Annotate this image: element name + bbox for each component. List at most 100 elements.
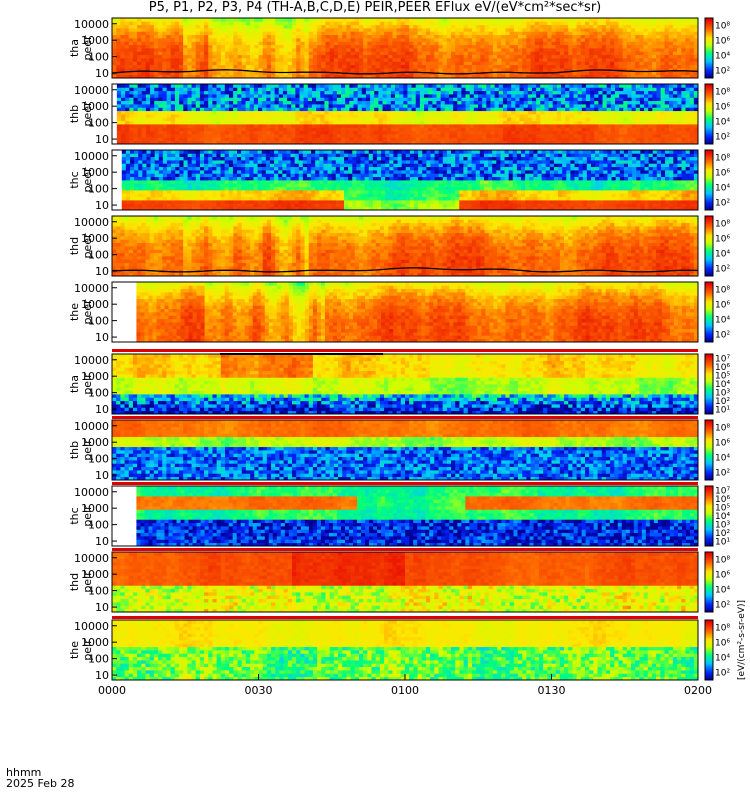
heatmap-cell xyxy=(576,68,582,72)
heatmap-cell xyxy=(497,64,502,69)
heatmap-cell xyxy=(400,51,406,56)
heatmap-cell xyxy=(166,64,171,69)
heatmap-cell xyxy=(390,97,396,102)
heatmap-cell xyxy=(660,34,665,39)
heatmap-cell xyxy=(187,110,192,115)
heatmap-cell xyxy=(505,48,511,52)
heatmap-cell xyxy=(651,44,657,49)
heatmap-cell xyxy=(461,84,466,88)
heatmap-cell xyxy=(551,51,557,56)
heatmap-cell xyxy=(320,110,325,115)
heatmap-cell xyxy=(295,124,300,128)
heatmap-cell xyxy=(145,34,151,39)
heatmap-cell xyxy=(133,120,139,125)
heatmap-cell xyxy=(432,124,437,128)
heatmap-cell xyxy=(522,31,527,36)
heatmap-cell xyxy=(434,54,439,59)
heatmap-cell xyxy=(361,127,367,132)
heatmap-cell xyxy=(279,34,285,39)
heatmap-cell xyxy=(183,48,188,52)
heatmap-cell xyxy=(576,61,582,66)
heatmap-cell xyxy=(461,124,466,128)
heatmap-cell xyxy=(354,44,360,49)
heatmap-cell xyxy=(128,44,134,49)
heatmap-cell xyxy=(672,74,678,79)
heatmap-cell xyxy=(283,28,289,32)
heatmap-cell xyxy=(593,74,598,79)
heatmap-cell xyxy=(390,120,396,125)
heatmap-cell xyxy=(307,120,313,125)
heatmap-cell xyxy=(639,90,645,95)
heatmap-cell xyxy=(448,134,454,138)
heatmap-cell xyxy=(552,140,558,145)
heatmap-cell xyxy=(349,104,354,108)
heatmap-cell xyxy=(440,124,446,128)
heatmap-cell xyxy=(216,38,222,42)
heatmap-cell xyxy=(656,74,661,79)
heatmap-cell xyxy=(551,44,557,49)
heatmap-cell xyxy=(312,41,318,46)
heatmap-cell xyxy=(336,100,342,105)
heatmap-cell xyxy=(317,44,322,49)
heatmap-cell xyxy=(476,61,481,66)
heatmap-cell xyxy=(158,130,163,135)
heatmap-cell xyxy=(511,137,516,142)
heatmap-cell xyxy=(507,140,512,145)
heatmap-cell xyxy=(137,117,143,122)
heatmap-cell xyxy=(590,107,595,112)
heatmap-cell xyxy=(116,31,121,36)
heatmap-cell xyxy=(116,38,121,42)
heatmap-cell xyxy=(149,41,155,46)
heatmap-cell xyxy=(413,58,418,62)
heatmap-cell xyxy=(220,137,226,142)
heatmap-cell xyxy=(304,61,310,66)
heatmap-cell xyxy=(262,94,267,98)
heatmap-cell xyxy=(371,64,377,69)
heatmap-cell xyxy=(565,100,570,105)
heatmap-cell xyxy=(346,54,351,59)
heatmap-cell xyxy=(523,90,529,95)
heatmap-cell xyxy=(328,130,334,135)
heatmap-cell xyxy=(451,51,456,56)
heatmap-cell xyxy=(150,134,155,138)
heatmap-cell xyxy=(353,87,359,92)
heatmap-cell xyxy=(183,44,188,49)
heatmap-cell xyxy=(124,44,130,49)
heatmap-cell xyxy=(371,28,377,32)
heatmap-cell xyxy=(137,87,143,92)
heatmap-cell xyxy=(405,61,410,66)
heatmap-cell xyxy=(668,134,674,138)
heatmap-cell xyxy=(379,34,385,39)
heatmap-cell xyxy=(421,41,427,46)
heatmap-cell xyxy=(413,74,418,79)
heatmap-cell xyxy=(287,68,293,72)
heatmap-cell xyxy=(627,87,632,92)
heatmap-cell xyxy=(208,97,213,102)
heatmap-cell xyxy=(577,134,583,138)
heatmap-cell xyxy=(631,24,636,29)
heatmap-cell xyxy=(275,41,280,46)
heatmap-cell xyxy=(511,107,516,112)
heatmap-cell xyxy=(668,137,674,142)
heatmap-cell xyxy=(187,84,192,88)
heatmap-cell xyxy=(660,41,665,46)
heatmap-cell xyxy=(325,34,331,39)
heatmap-cell xyxy=(237,137,242,142)
heatmap-cell xyxy=(274,134,280,138)
heatmap-cell xyxy=(341,137,346,142)
heatmap-cell xyxy=(311,114,317,118)
heatmap-cell xyxy=(124,74,130,79)
heatmap-cell xyxy=(250,21,255,26)
heatmap-cell xyxy=(262,90,267,95)
heatmap-cell xyxy=(409,18,414,22)
heatmap-cell xyxy=(328,100,334,105)
heatmap-cell xyxy=(534,64,540,69)
heatmap-cell xyxy=(158,21,163,26)
heatmap-cell xyxy=(258,31,264,36)
heatmap-cell xyxy=(392,24,398,29)
heatmap-cell xyxy=(614,31,619,36)
heatmap-cell xyxy=(681,48,686,52)
heatmap-cell xyxy=(149,54,155,59)
panel-probe-label: tha xyxy=(68,39,81,57)
heatmap-cell xyxy=(291,68,297,72)
